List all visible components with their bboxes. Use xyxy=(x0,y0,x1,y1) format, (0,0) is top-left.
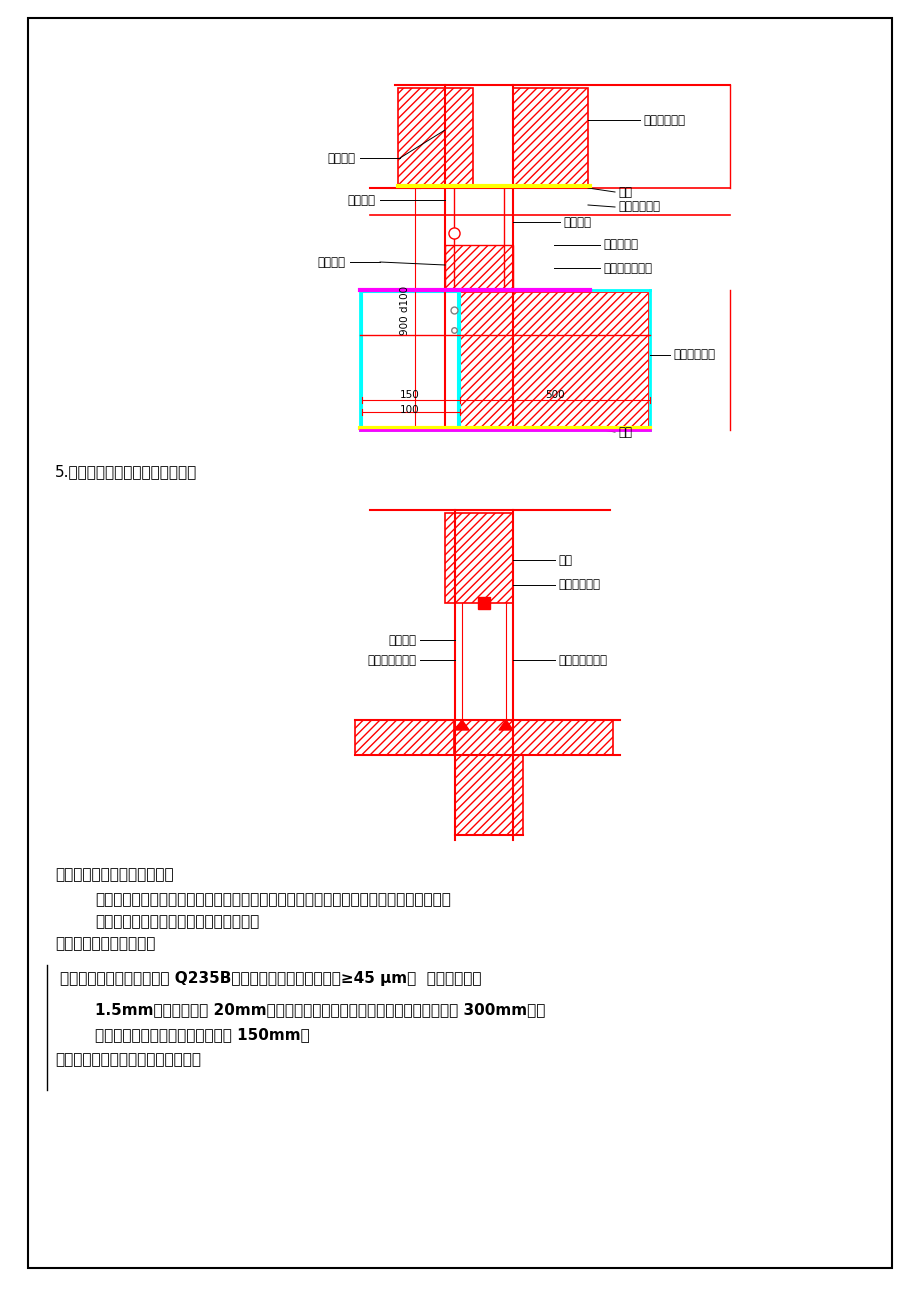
Bar xyxy=(398,89,472,187)
Text: 1.5mm，宽度不小于 20mm，在外框型材内外侧双向固定；固定间距不大于 300mm。连: 1.5mm，宽度不小于 20mm，在外框型材内外侧双向固定；固定间距不大于 30… xyxy=(95,1003,545,1017)
Text: （二）铝合金门窗的安装就位: （二）铝合金门窗的安装就位 xyxy=(55,867,174,883)
Bar xyxy=(455,755,522,835)
Bar xyxy=(455,720,612,755)
Text: 阳台: 阳台 xyxy=(558,553,572,566)
Text: 铝合金门下端: 铝合金门下端 xyxy=(558,578,599,591)
Text: 窗安装锚固用连接件材质为 Q235B，表面热镀锌，镀锌层厚度≥45 μm，  其厚度不小于: 窗安装锚固用连接件材质为 Q235B，表面热镀锌，镀锌层厚度≥45 μm， 其厚… xyxy=(60,970,481,986)
Polygon shape xyxy=(455,720,469,730)
Text: 护窗栏杆: 护窗栏杆 xyxy=(346,194,375,207)
Text: 砼压顶梁: 砼压顶梁 xyxy=(317,255,345,268)
Bar xyxy=(361,292,458,428)
Text: 150: 150 xyxy=(400,391,419,400)
Bar xyxy=(445,245,513,290)
Bar xyxy=(361,292,647,428)
Text: 滴水: 滴水 xyxy=(618,426,631,439)
Text: 浅灰纸皮砖: 浅灰纸皮砖 xyxy=(602,238,637,251)
Bar xyxy=(355,720,453,755)
Text: 5.阳台铝合金门安装示意图如下：: 5.阳台铝合金门安装示意图如下： xyxy=(55,465,197,479)
Text: 混凝土梁: 混凝土梁 xyxy=(326,151,355,164)
Text: （三）铝合金门窗的固定: （三）铝合金门窗的固定 xyxy=(55,936,155,952)
Text: 米黄色纸皮砖: 米黄色纸皮砖 xyxy=(642,113,685,126)
Text: 房间装修面标高: 房间装修面标高 xyxy=(367,654,415,667)
Text: 阳台装修面标高: 阳台装修面标高 xyxy=(558,654,607,667)
Text: 900 d100: 900 d100 xyxy=(400,285,410,335)
Text: 滴水: 滴水 xyxy=(618,185,631,198)
Polygon shape xyxy=(498,720,513,730)
Bar xyxy=(513,89,587,187)
Text: 砌体墙不得使用射钉直接固定门窗。: 砌体墙不得使用射钉直接固定门窗。 xyxy=(55,1052,200,1068)
Text: 铝合金窗: 铝合金窗 xyxy=(562,216,590,228)
Text: 接件距门窗边框四角的距离不大于 150mm。: 接件距门窗边框四角的距离不大于 150mm。 xyxy=(95,1027,310,1043)
Text: 白色外墙涂料: 白色外墙涂料 xyxy=(618,201,659,214)
Bar xyxy=(445,513,513,603)
Text: 根据划好的门窗定位线，安装铝合金门窗框，并及时调整好门窗框的水平、垂直及对角线: 根据划好的门窗定位线，安装铝合金门窗框，并及时调整好门窗框的水平、垂直及对角线 xyxy=(95,892,450,907)
Text: 100: 100 xyxy=(400,405,419,415)
Text: 500: 500 xyxy=(545,391,564,400)
Bar xyxy=(361,292,458,428)
Text: 长度符合质量标准，然后用楔临时固定。: 长度符合质量标准，然后用楔临时固定。 xyxy=(95,914,259,930)
Text: 护理单元: 护理单元 xyxy=(388,634,415,647)
Text: 米黄色外墙涂料: 米黄色外墙涂料 xyxy=(602,262,652,275)
Text: 米黄色纸皮砖: 米黄色纸皮砖 xyxy=(673,349,714,362)
